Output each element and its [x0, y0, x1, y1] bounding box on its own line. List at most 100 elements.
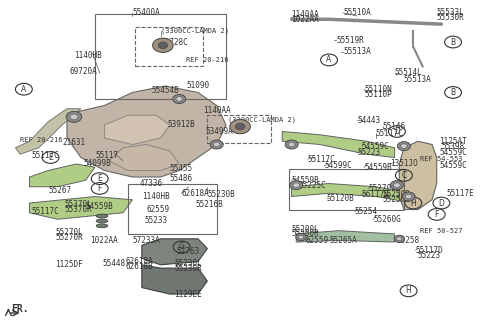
- Text: 55267: 55267: [48, 186, 72, 195]
- Text: 55455: 55455: [170, 164, 193, 174]
- Text: FR.: FR.: [11, 304, 28, 314]
- Text: 54559C: 54559C: [439, 161, 467, 170]
- Bar: [128, 183, 216, 234]
- Text: 54559C: 54559C: [362, 142, 390, 151]
- Text: 55265A: 55265A: [329, 236, 357, 245]
- Text: 55117E: 55117E: [446, 189, 474, 198]
- Text: 55270R: 55270R: [55, 233, 83, 242]
- Text: 55117C: 55117C: [308, 154, 336, 164]
- Text: 55270L: 55270L: [55, 228, 83, 237]
- Circle shape: [396, 237, 402, 241]
- Text: 56117D: 56117D: [362, 190, 390, 199]
- Text: 62618A: 62618A: [125, 257, 153, 266]
- Text: 55117C: 55117C: [32, 151, 60, 160]
- Circle shape: [214, 142, 220, 147]
- Ellipse shape: [96, 214, 108, 218]
- Text: 54559B: 54559B: [364, 163, 392, 172]
- Polygon shape: [142, 239, 207, 265]
- Text: 55117: 55117: [95, 151, 118, 160]
- Polygon shape: [15, 109, 81, 154]
- Circle shape: [290, 181, 303, 190]
- Text: E: E: [97, 174, 102, 183]
- Text: 1351JO: 1351JO: [390, 159, 418, 169]
- Text: 55216B: 55216B: [196, 200, 223, 209]
- Text: B: B: [451, 88, 456, 97]
- Text: 55513A: 55513A: [404, 75, 432, 84]
- Ellipse shape: [96, 219, 108, 223]
- Polygon shape: [67, 86, 226, 177]
- Text: 1125DF: 1125DF: [55, 260, 83, 269]
- Circle shape: [235, 123, 245, 130]
- Text: 51090: 51090: [186, 81, 209, 91]
- Text: 1140AA: 1140AA: [291, 10, 319, 19]
- Text: A: A: [21, 85, 26, 94]
- Circle shape: [176, 97, 182, 101]
- Circle shape: [158, 42, 168, 49]
- Polygon shape: [29, 196, 132, 219]
- Circle shape: [397, 142, 410, 151]
- Text: D: D: [438, 198, 444, 208]
- Text: 55398: 55398: [442, 142, 465, 151]
- Text: H: H: [406, 286, 411, 295]
- Text: E: E: [48, 153, 53, 162]
- Text: B: B: [451, 37, 456, 47]
- Text: REF 20-216: REF 20-216: [20, 136, 62, 143]
- Text: 57233A: 57233A: [132, 236, 160, 245]
- Text: C: C: [401, 171, 407, 180]
- Text: REF 50-527: REF 50-527: [420, 228, 463, 234]
- Text: F: F: [97, 184, 102, 193]
- Text: 1140HB: 1140HB: [74, 51, 102, 60]
- Text: 55270F: 55270F: [369, 184, 396, 193]
- Bar: [207, 115, 271, 143]
- Circle shape: [230, 119, 251, 134]
- Text: 53912B: 53912B: [168, 120, 195, 130]
- Text: 55117C: 55117C: [376, 129, 404, 138]
- Text: 55510A: 55510A: [343, 8, 371, 17]
- Polygon shape: [296, 231, 395, 242]
- Text: 55230B: 55230B: [207, 190, 235, 199]
- Text: 55533L: 55533L: [437, 8, 465, 17]
- Text: 55370R: 55370R: [65, 205, 92, 214]
- Circle shape: [293, 183, 300, 187]
- Text: 21631: 21631: [62, 138, 85, 147]
- Text: 55230L: 55230L: [175, 259, 203, 268]
- Polygon shape: [399, 141, 437, 210]
- Bar: [135, 28, 203, 67]
- Circle shape: [405, 194, 412, 199]
- Circle shape: [173, 94, 186, 104]
- Text: 55146: 55146: [383, 122, 406, 131]
- Text: H: H: [410, 198, 416, 208]
- Text: 1129EE: 1129EE: [175, 290, 203, 298]
- Text: 55370L: 55370L: [65, 200, 92, 209]
- Circle shape: [285, 140, 298, 149]
- Circle shape: [296, 234, 306, 241]
- Text: REF 54-553: REF 54-553: [420, 156, 463, 162]
- Text: 55258: 55258: [397, 236, 420, 245]
- Text: 55250B: 55250B: [383, 190, 410, 199]
- Circle shape: [394, 183, 400, 187]
- Polygon shape: [142, 265, 207, 294]
- Text: 54599C: 54599C: [324, 161, 352, 170]
- Text: 55200R: 55200R: [291, 229, 319, 238]
- Ellipse shape: [96, 224, 108, 228]
- Text: 55223: 55223: [357, 148, 380, 157]
- Circle shape: [210, 140, 223, 149]
- Text: 55519R: 55519R: [336, 36, 364, 45]
- Polygon shape: [104, 115, 170, 145]
- Text: A: A: [326, 55, 332, 64]
- Text: 54559B: 54559B: [85, 202, 113, 211]
- Text: 55225C: 55225C: [299, 181, 326, 190]
- Text: 1022AA: 1022AA: [90, 236, 118, 245]
- Polygon shape: [29, 164, 95, 187]
- Text: 55530R: 55530R: [437, 13, 465, 22]
- Circle shape: [394, 235, 405, 242]
- Text: 55513A: 55513A: [343, 47, 371, 56]
- Text: 54559B: 54559B: [291, 176, 319, 185]
- Text: 54443: 54443: [357, 115, 380, 125]
- Text: 53499A: 53499A: [205, 127, 233, 136]
- Bar: [289, 169, 404, 210]
- Text: 1125AT: 1125AT: [439, 137, 467, 146]
- Polygon shape: [282, 132, 395, 157]
- Text: G: G: [179, 242, 184, 252]
- Text: 55254: 55254: [355, 207, 378, 215]
